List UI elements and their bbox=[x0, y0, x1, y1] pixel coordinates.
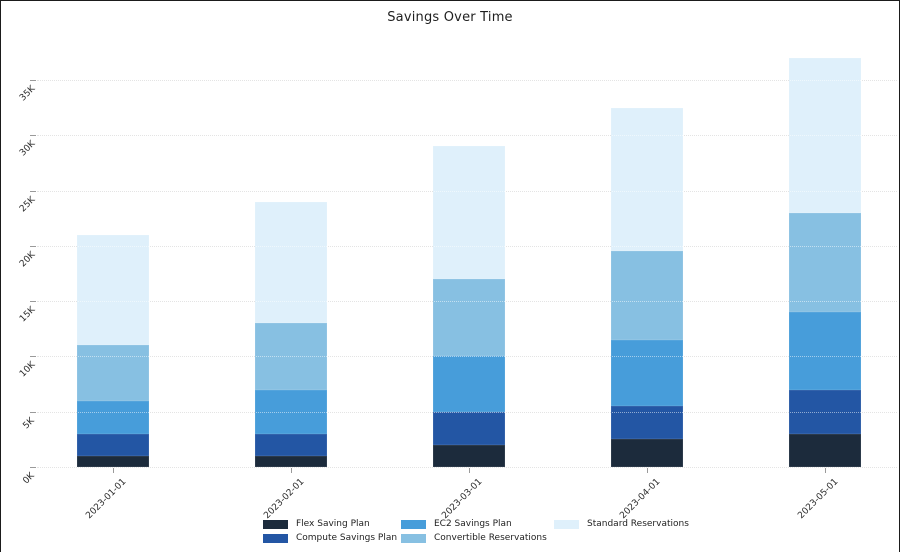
bar-segment-flex-saving-plan bbox=[611, 439, 683, 467]
gridline-overlay bbox=[37, 411, 897, 413]
legend-column: Flex Saving Plan Compute Savings Plan bbox=[263, 517, 397, 545]
bar-segment-flex-saving-plan bbox=[255, 455, 327, 467]
bar-segment-standard-reservations bbox=[433, 146, 505, 279]
legend-item-compute-savings-plan: Compute Savings Plan bbox=[263, 531, 397, 545]
x-tick-mark bbox=[647, 468, 648, 473]
bar-segment-ec2-savings-plan bbox=[433, 356, 505, 412]
x-tick-mark bbox=[469, 468, 470, 473]
bar-segment-standard-reservations bbox=[789, 57, 861, 213]
y-tick-mark bbox=[30, 356, 36, 358]
legend-item-flex-saving-plan: Flex Saving Plan bbox=[263, 517, 397, 531]
legend-column: EC2 Savings Plan Convertible Reservations bbox=[401, 517, 547, 545]
bar-segment-ec2-savings-plan bbox=[611, 339, 683, 407]
y-tick-mark bbox=[30, 79, 36, 81]
bar-segment-compute-savings-plan bbox=[77, 433, 149, 456]
legend-swatch bbox=[263, 533, 288, 543]
bar-segment-compute-savings-plan bbox=[433, 411, 505, 445]
legend-label: Convertible Reservations bbox=[434, 533, 547, 543]
legend-label: Standard Reservations bbox=[587, 519, 689, 529]
bar-segment-flex-saving-plan bbox=[789, 433, 861, 467]
y-tick-mark bbox=[30, 190, 36, 192]
legend-item-ec2-savings-plan: EC2 Savings Plan bbox=[401, 517, 547, 531]
legend-label: Compute Savings Plan bbox=[296, 533, 398, 543]
gridline-overlay bbox=[37, 135, 897, 137]
legend-item-convertible-reservations: Convertible Reservations bbox=[401, 531, 547, 545]
gridline-overlay bbox=[37, 245, 897, 247]
bar-segment-convertible-reservations bbox=[611, 251, 683, 340]
y-tick-mark bbox=[30, 301, 36, 303]
bar-segment-ec2-savings-plan bbox=[789, 312, 861, 390]
bar-segment-convertible-reservations bbox=[77, 345, 149, 401]
bar-segment-compute-savings-plan bbox=[255, 433, 327, 456]
y-tick-mark bbox=[30, 135, 36, 137]
legend-swatch bbox=[401, 519, 426, 529]
gridline-overlay bbox=[37, 356, 897, 358]
y-tick-mark bbox=[30, 245, 36, 247]
bar-segment-ec2-savings-plan bbox=[77, 400, 149, 434]
bar-segment-standard-reservations bbox=[611, 107, 683, 252]
chart-title: Savings Over Time bbox=[387, 10, 513, 25]
bar-segment-compute-savings-plan bbox=[611, 406, 683, 440]
legend-label: Flex Saving Plan bbox=[296, 519, 370, 529]
gridline-overlay bbox=[37, 467, 897, 468]
bar-segment-standard-reservations bbox=[77, 234, 149, 346]
gridline-overlay bbox=[37, 79, 897, 81]
bar-segment-convertible-reservations bbox=[789, 212, 861, 313]
bar-segment-flex-saving-plan bbox=[433, 444, 505, 467]
legend-label: EC2 Savings Plan bbox=[434, 519, 512, 529]
y-tick-mark bbox=[30, 467, 36, 468]
bar-segment-flex-saving-plan bbox=[77, 455, 149, 467]
legend-item-standard-reservations: Standard Reservations bbox=[554, 517, 689, 531]
gridline-overlay bbox=[37, 301, 897, 303]
bar-segment-convertible-reservations bbox=[433, 278, 505, 357]
bar-segment-standard-reservations bbox=[255, 201, 327, 324]
x-tick-mark bbox=[825, 468, 826, 473]
legend-swatch bbox=[554, 519, 579, 529]
gridline-overlay bbox=[37, 190, 897, 192]
legend-swatch bbox=[263, 519, 288, 529]
x-tick-mark bbox=[113, 468, 114, 473]
legend-column: Standard Reservations bbox=[554, 517, 689, 531]
legend-swatch bbox=[401, 533, 426, 543]
x-tick-mark bbox=[291, 468, 292, 473]
y-tick-mark bbox=[30, 411, 36, 413]
